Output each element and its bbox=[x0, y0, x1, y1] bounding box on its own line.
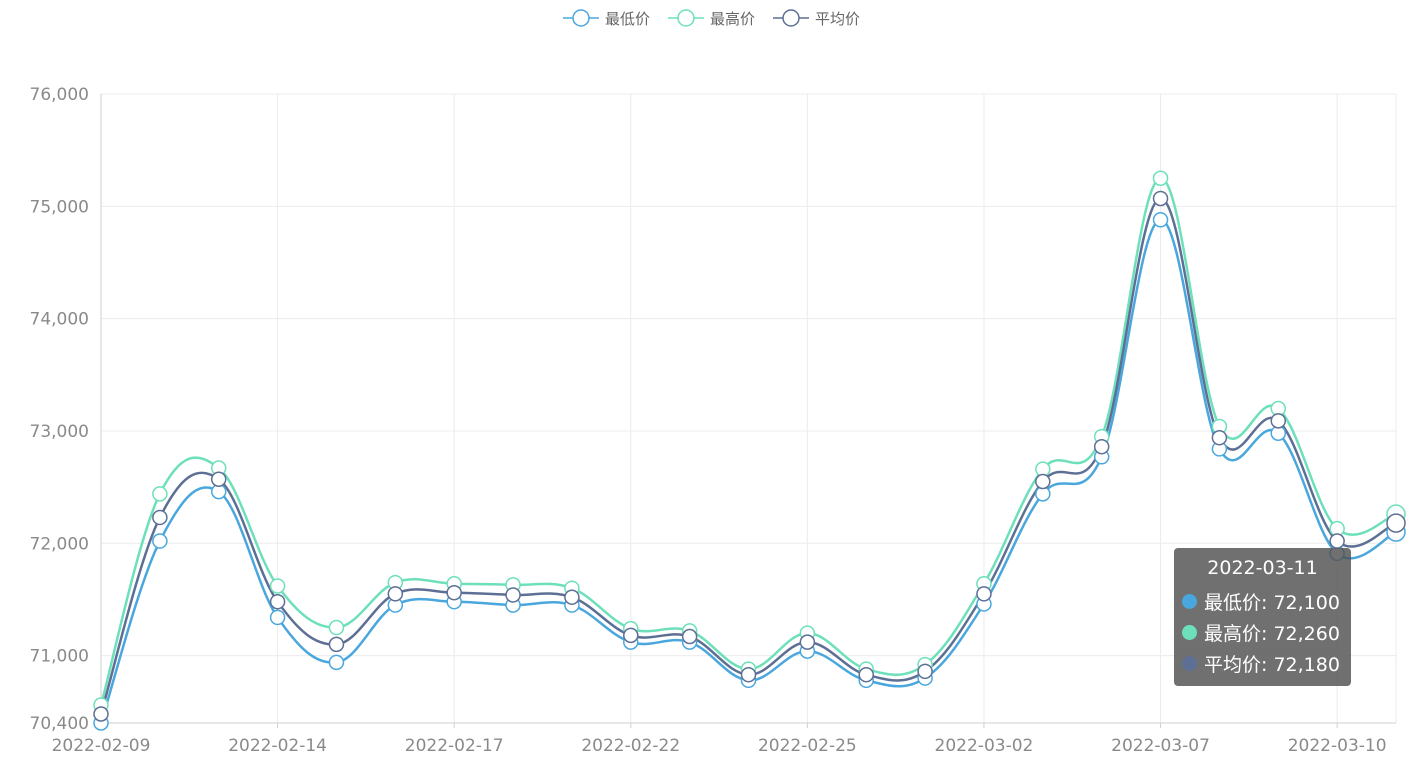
data-point-2 bbox=[210, 471, 227, 488]
y-tick-label: 70,400 bbox=[30, 714, 89, 734]
data-point-2 bbox=[1152, 190, 1169, 207]
data-point-1 bbox=[328, 619, 345, 636]
legend-item-low[interactable]: 最低价 bbox=[561, 6, 650, 30]
data-point-2 bbox=[1329, 533, 1345, 549]
y-tick-label: 73,000 bbox=[30, 422, 89, 442]
data-point-2 bbox=[1270, 413, 1287, 429]
legend-label: 平均价 bbox=[815, 9, 861, 28]
legend-line-circle-icon bbox=[667, 9, 704, 27]
data-point-2 bbox=[269, 593, 286, 610]
legend-item-avg[interactable]: 平均价 bbox=[771, 6, 860, 30]
y-tick-label: 72,000 bbox=[30, 534, 89, 554]
data-point-2 bbox=[1211, 429, 1228, 446]
tooltip: 2022-03-11 最低价: 72,100 最高价: 72,260 平均价: … bbox=[1174, 548, 1351, 686]
data-point-2 bbox=[799, 634, 816, 650]
data-point-2 bbox=[681, 628, 698, 645]
tooltip-row-text: 最高价: 72,260 bbox=[1204, 623, 1340, 645]
y-tick-label: 74,000 bbox=[30, 310, 89, 330]
data-point-1 bbox=[269, 578, 286, 594]
legend-label: 最低价 bbox=[604, 9, 650, 28]
tooltip-row-text: 平均价: 72,180 bbox=[1204, 654, 1340, 676]
legend-label: 最高价 bbox=[709, 9, 755, 28]
data-point-2 bbox=[858, 666, 874, 683]
y-tick-label: 76,000 bbox=[30, 85, 89, 105]
data-point-0 bbox=[328, 654, 345, 671]
tooltip-dot-icon bbox=[1182, 656, 1197, 671]
x-tick-label: 2022-02-22 bbox=[581, 736, 680, 756]
data-point-2 bbox=[1035, 473, 1051, 490]
x-tick-label: 2022-03-10 bbox=[1288, 736, 1387, 756]
data-point-2 bbox=[93, 706, 109, 722]
x-tick-label: 2022-03-07 bbox=[1111, 736, 1210, 756]
legend: 最低价 最高价 平均价 bbox=[0, 6, 1421, 30]
tooltip-title: 2022-03-11 bbox=[1207, 557, 1318, 579]
tooltip-row-avg: 平均价: 72,180 bbox=[1182, 648, 1343, 679]
data-point-0 bbox=[269, 609, 286, 626]
tooltip-row-high: 最高价: 72,260 bbox=[1182, 617, 1343, 648]
data-point-2 bbox=[505, 587, 521, 603]
x-tick-label: 2022-02-17 bbox=[405, 736, 504, 756]
data-point-1 bbox=[1152, 170, 1169, 186]
data-point-2 bbox=[1093, 438, 1110, 455]
tooltip-dot-icon bbox=[1182, 594, 1197, 609]
data-point-2 bbox=[387, 586, 404, 602]
tooltip-row-text: 最低价: 72,100 bbox=[1204, 592, 1340, 614]
y-tick-label: 71,000 bbox=[30, 647, 89, 667]
data-point-2 bbox=[623, 627, 639, 644]
data-point-2 bbox=[917, 663, 933, 680]
data-point-2 bbox=[740, 666, 757, 683]
x-tick-label: 2022-03-02 bbox=[935, 736, 1034, 756]
x-tick-label: 2022-02-09 bbox=[52, 736, 151, 756]
data-point-2 bbox=[328, 636, 345, 653]
tooltip-row-low: 最低价: 72,100 bbox=[1182, 586, 1343, 617]
legend-item-high[interactable]: 最高价 bbox=[666, 6, 755, 30]
data-point-2 bbox=[152, 509, 168, 526]
x-tick-label: 2022-02-14 bbox=[228, 736, 327, 756]
data-point-0 bbox=[1152, 212, 1169, 228]
data-point-1 bbox=[152, 486, 168, 502]
data-point-2 bbox=[446, 584, 462, 601]
legend-line-circle-icon bbox=[773, 9, 809, 27]
x-tick-label: 2022-02-25 bbox=[758, 736, 857, 756]
tooltip-dot-icon bbox=[1182, 625, 1197, 640]
data-point-0 bbox=[152, 533, 168, 549]
data-point-2 bbox=[564, 589, 580, 605]
data-point-2 bbox=[1386, 513, 1406, 533]
y-tick-label: 75,000 bbox=[30, 197, 89, 217]
data-point-2 bbox=[976, 586, 992, 602]
legend-line-circle-icon bbox=[562, 9, 599, 27]
